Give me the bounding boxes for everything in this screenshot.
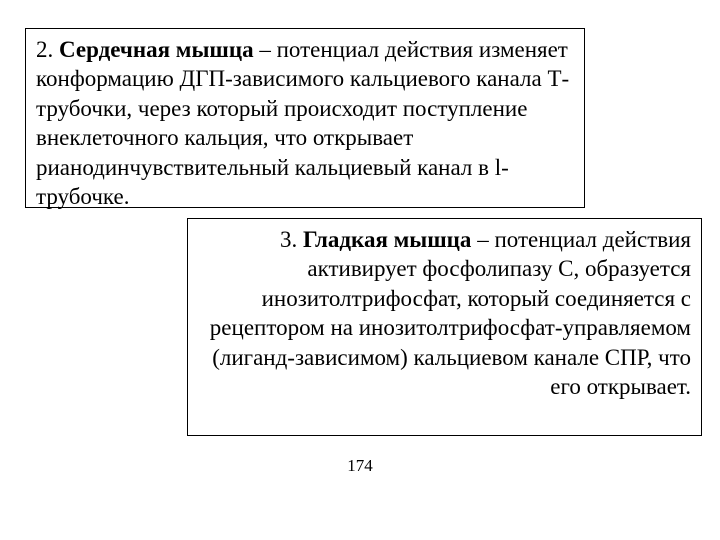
item-number: 3. bbox=[280, 227, 303, 252]
page-number: 174 bbox=[0, 456, 720, 476]
item-text: – потенциал действия изменяет конформаци… bbox=[36, 37, 569, 209]
item-number: 2. bbox=[36, 37, 59, 62]
text-box-cardiac-muscle: 2. Сердечная мышца – потенциал действия … bbox=[25, 28, 585, 208]
item-title: Гладкая мышца bbox=[303, 227, 471, 252]
item-text: – потенциал действия активирует фосфолип… bbox=[210, 227, 691, 399]
item-title: Сердечная мышца bbox=[59, 37, 254, 62]
text-box-smooth-muscle: 3. Гладкая мышца – потенциал действия ак… bbox=[187, 218, 702, 436]
